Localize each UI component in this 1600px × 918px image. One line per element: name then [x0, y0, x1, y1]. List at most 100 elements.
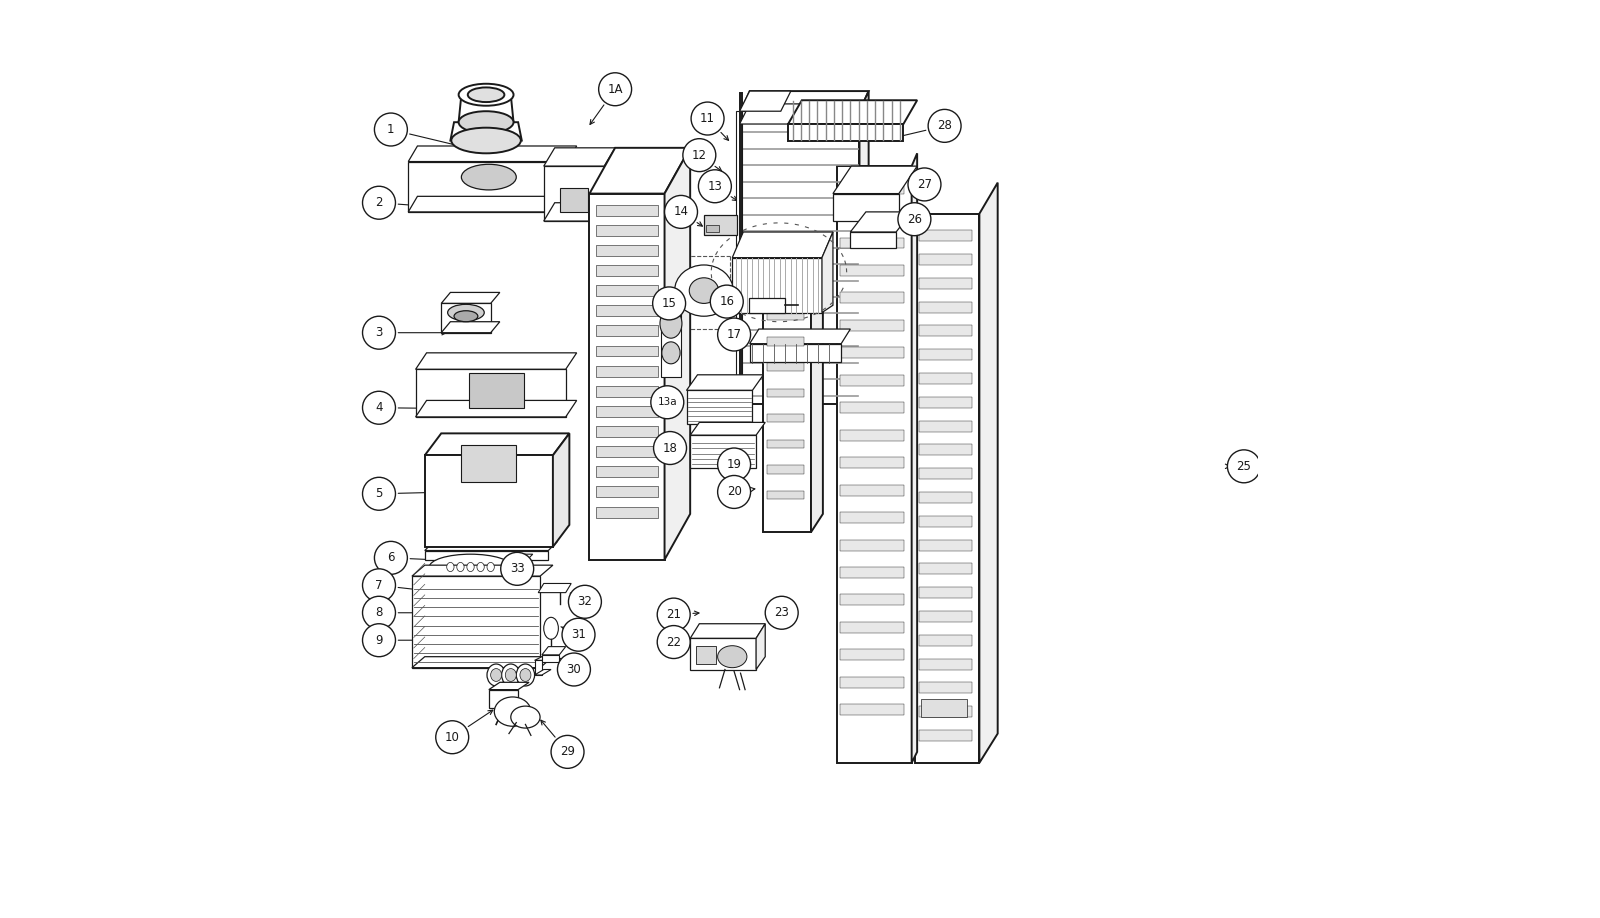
Text: 2: 2 — [376, 196, 382, 209]
Text: 12: 12 — [691, 149, 707, 162]
Bar — [766, 465, 803, 474]
Bar — [918, 349, 973, 360]
Polygon shape — [490, 682, 530, 689]
Text: 11: 11 — [701, 112, 715, 125]
Polygon shape — [544, 203, 614, 221]
Bar — [918, 610, 973, 621]
Polygon shape — [542, 646, 566, 655]
Circle shape — [683, 139, 715, 172]
Bar — [840, 512, 904, 523]
Ellipse shape — [477, 563, 485, 572]
Ellipse shape — [461, 164, 517, 190]
Circle shape — [653, 287, 685, 319]
Ellipse shape — [494, 697, 531, 726]
Text: 13: 13 — [707, 180, 722, 193]
Polygon shape — [424, 542, 557, 551]
Circle shape — [1227, 450, 1261, 483]
Bar — [840, 595, 904, 606]
Polygon shape — [595, 285, 658, 297]
Ellipse shape — [662, 341, 680, 364]
Ellipse shape — [459, 84, 514, 106]
Ellipse shape — [506, 668, 517, 681]
Circle shape — [363, 623, 395, 656]
Circle shape — [363, 316, 395, 349]
Polygon shape — [595, 325, 658, 336]
Bar — [560, 188, 587, 212]
Circle shape — [658, 599, 690, 631]
Ellipse shape — [429, 554, 512, 580]
Circle shape — [562, 618, 595, 651]
Bar — [918, 634, 973, 645]
Polygon shape — [859, 91, 869, 404]
Circle shape — [374, 542, 408, 575]
Ellipse shape — [454, 310, 478, 321]
Polygon shape — [595, 245, 658, 256]
Bar — [918, 468, 973, 479]
Polygon shape — [411, 565, 554, 577]
Text: 18: 18 — [662, 442, 677, 454]
Bar — [766, 388, 803, 397]
Circle shape — [718, 318, 750, 351]
Polygon shape — [424, 455, 554, 547]
Polygon shape — [411, 656, 554, 667]
Ellipse shape — [520, 668, 531, 681]
Ellipse shape — [659, 308, 682, 338]
Ellipse shape — [459, 111, 514, 133]
Text: 7: 7 — [376, 579, 382, 592]
Bar — [696, 645, 715, 664]
Polygon shape — [542, 655, 560, 662]
Bar — [469, 373, 523, 408]
Circle shape — [765, 597, 798, 629]
Polygon shape — [686, 375, 763, 390]
Text: 3: 3 — [376, 326, 382, 339]
Bar — [840, 430, 904, 441]
Polygon shape — [408, 196, 576, 212]
Bar — [840, 210, 904, 221]
Polygon shape — [850, 212, 912, 232]
Bar — [840, 704, 904, 715]
Bar — [918, 706, 973, 717]
Bar — [461, 445, 517, 482]
Bar — [766, 363, 803, 371]
Polygon shape — [408, 162, 568, 212]
Ellipse shape — [446, 563, 454, 572]
Polygon shape — [442, 293, 499, 304]
Bar — [766, 414, 803, 422]
Ellipse shape — [502, 664, 520, 686]
Polygon shape — [741, 111, 859, 404]
Circle shape — [363, 186, 395, 219]
Circle shape — [907, 168, 941, 201]
Polygon shape — [595, 466, 658, 477]
Polygon shape — [554, 433, 570, 547]
Bar — [918, 420, 973, 431]
Text: 15: 15 — [662, 297, 677, 310]
Polygon shape — [739, 91, 790, 111]
Polygon shape — [822, 232, 834, 312]
Polygon shape — [595, 265, 658, 276]
Circle shape — [658, 625, 690, 658]
Polygon shape — [789, 100, 917, 124]
Bar — [840, 402, 904, 413]
Text: 31: 31 — [571, 628, 586, 641]
Bar — [840, 621, 904, 633]
Circle shape — [363, 597, 395, 629]
Text: 32: 32 — [578, 595, 592, 609]
Polygon shape — [416, 369, 566, 417]
Polygon shape — [411, 577, 541, 667]
Polygon shape — [595, 446, 658, 457]
Bar — [922, 699, 966, 717]
Ellipse shape — [517, 664, 534, 686]
Text: 10: 10 — [445, 731, 459, 744]
Bar — [704, 215, 738, 235]
Polygon shape — [544, 166, 605, 221]
Text: 23: 23 — [774, 606, 789, 620]
Bar — [840, 540, 904, 551]
Polygon shape — [450, 122, 522, 140]
Polygon shape — [595, 507, 658, 518]
Text: 5: 5 — [376, 487, 382, 500]
Polygon shape — [589, 148, 690, 194]
Circle shape — [691, 102, 725, 135]
Bar — [840, 457, 904, 468]
Text: 17: 17 — [726, 328, 742, 341]
Bar — [918, 254, 973, 265]
